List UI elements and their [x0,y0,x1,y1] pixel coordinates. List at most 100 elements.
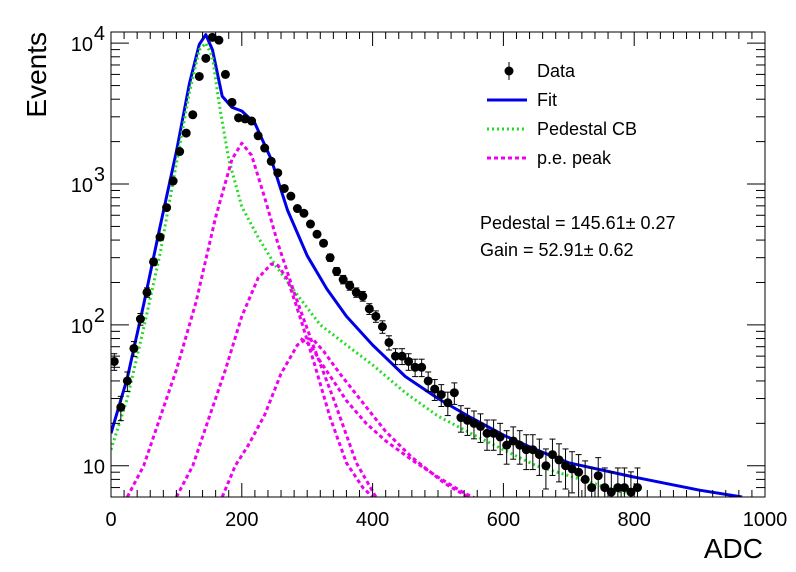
data-point [273,168,283,178]
data-point [266,156,276,166]
plot-frame [110,31,766,498]
series-line-p-e-peak-3 [220,337,472,497]
data-point [325,253,335,263]
y-tick-exponent: 4 [94,23,105,45]
data-point [384,337,394,347]
data-point [111,356,119,366]
data-point [587,483,597,493]
data-point [489,428,499,438]
legend-label: p.e. peak [537,148,612,168]
data-point [155,232,165,242]
y-tick-exponent: 2 [94,305,105,327]
y-tick-label: 10 [71,34,93,56]
y-tick-label: 10 [71,316,93,338]
x-tick-label: 800 [618,509,651,531]
series-line-fit [111,33,743,497]
data-point [364,304,374,314]
legend-label: Fit [537,90,557,110]
data-point [292,204,302,214]
data-point [423,376,433,386]
data-point [626,487,636,497]
data-point [521,445,531,455]
series-line-p-e-peak-3-tail [299,337,477,497]
data-point [345,281,355,291]
legend-label: Pedestal CB [537,119,637,139]
data-point [495,432,505,442]
data-point [443,398,453,408]
data-point [129,343,139,353]
data-point [351,287,361,297]
data-point [502,440,512,450]
data-point [201,53,211,63]
data-point [116,402,126,412]
data-point [299,208,309,218]
data-point [482,428,492,438]
data-point [430,384,440,394]
data-point [593,471,603,481]
legend: Data Fit Pedestal CB p.e. peak [487,61,637,168]
data-point [305,219,315,229]
x-tick-label: 1000 [743,509,788,531]
data-point [554,455,564,465]
data-point [247,116,257,126]
data-point [286,191,296,201]
data-point [214,35,224,45]
data-point [279,183,289,193]
data-point [632,483,642,493]
data-point [410,362,420,372]
data-point [580,474,590,484]
data-point [162,203,172,213]
stats-box: Pedestal = 145.61± 0.27 Gain = 52.91± 0.6… [480,213,676,260]
x-tick-label: 0 [105,509,116,531]
data-point [188,110,198,120]
data-point [260,143,270,153]
data-point [371,311,381,321]
data-point [600,483,610,493]
data-point [377,322,387,332]
data-point [515,440,525,450]
data-point [220,69,230,79]
data-point [397,351,407,361]
data-point [175,147,185,157]
x-tick-label: 200 [225,509,258,531]
data-point [181,128,191,138]
y-tick-label: 10 [71,175,93,197]
y-tick-label: 10 [83,457,105,479]
data-point [449,388,459,398]
legend-label: Data [537,61,576,81]
x-tick-label: 400 [356,509,389,531]
data-point [122,376,132,386]
x-axis-title: ADC [704,533,763,564]
data-point [358,291,368,301]
x-axis: 0 200 400 600 800 1000 [105,32,787,531]
series-line-p-e-peak-1 [125,141,378,497]
data-point [142,287,152,297]
data-point [194,71,204,81]
y-axis-title: Events [21,32,52,118]
data-point [541,461,551,471]
legend-marker [504,66,514,76]
data-point [606,487,616,497]
data-point [312,229,322,239]
stats-line: Gain = 52.91± 0.62 [480,240,634,260]
data-point [390,351,400,361]
data-point [619,483,629,493]
stats-line: Pedestal = 145.61± 0.27 [480,213,676,233]
data-point [319,238,329,248]
data-point [227,97,237,107]
data-point [534,450,544,460]
data-point [547,450,557,460]
data-point [574,467,584,477]
data-point [613,483,623,493]
data-point [508,436,518,446]
fit-curves [111,33,743,497]
data-point [476,421,486,431]
data-point [436,390,446,400]
data-point [338,274,348,284]
data-point [135,314,145,324]
data-point [417,362,427,372]
data-point [404,356,414,366]
data-point [149,257,159,267]
